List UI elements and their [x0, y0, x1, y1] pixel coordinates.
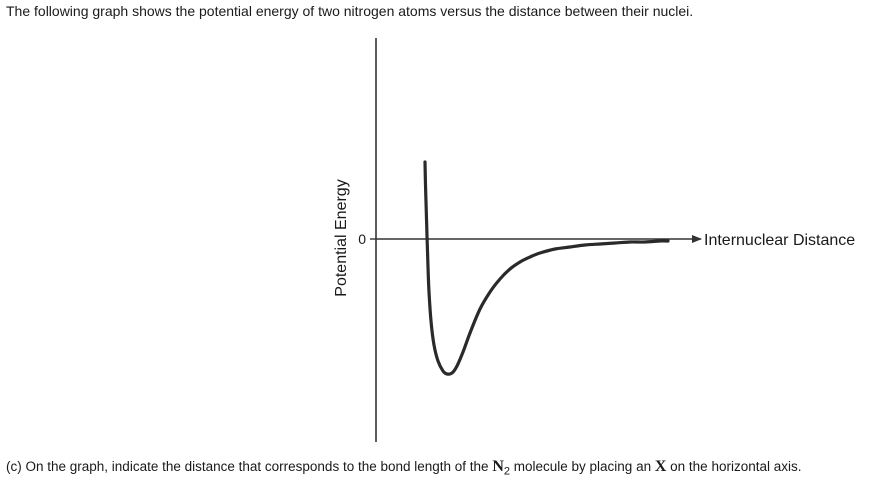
question-suffix: on the horizontal axis. [666, 459, 802, 474]
mark-symbol: X [654, 458, 667, 475]
y-axis-label: Potential Energy [333, 179, 350, 296]
molecule-symbol: N [492, 458, 504, 475]
question-prefix: (c) On the graph, indicate the distance … [6, 459, 493, 474]
x-axis-label: Internuclear Distance [704, 232, 855, 249]
potential-energy-curve [423, 160, 670, 376]
y-zero-tick-label: 0 [358, 231, 366, 247]
molecule-subscript: 2 [503, 465, 510, 478]
question-text: (c) On the graph, indicate the distance … [6, 458, 802, 478]
question-middle: molecule by placing an [510, 459, 655, 474]
intro-text: The following graph shows the potential … [6, 3, 694, 19]
